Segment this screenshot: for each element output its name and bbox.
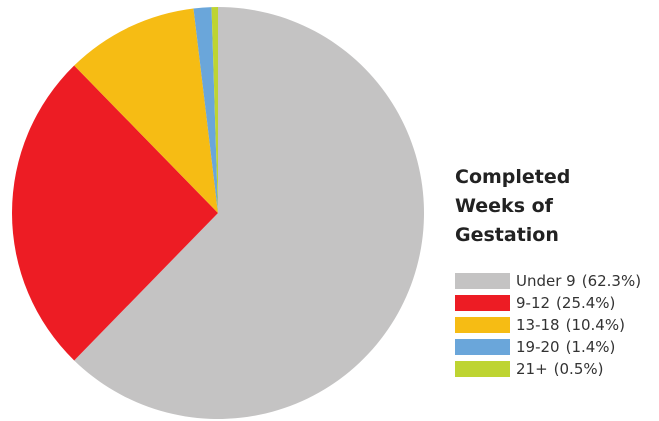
legend-swatch: [455, 339, 510, 355]
legend-label: 21+: [516, 360, 548, 378]
legend-label: 9-12: [516, 294, 551, 312]
legend-value: (1.4%): [565, 338, 616, 356]
legend-item: 9-12 (25.4%): [455, 292, 655, 314]
legend-items: Under 9 (62.3%) 9-12 (25.4%) 13-18 (10.4%) 19-…: [455, 270, 655, 380]
legend-label: 19-20: [516, 338, 560, 356]
legend-value: (62.3%): [581, 272, 642, 290]
legend-swatch: [455, 361, 510, 377]
legend-label: 13-18: [516, 316, 560, 334]
legend-label: Under 9: [516, 272, 576, 290]
legend-item: 13-18 (10.4%): [455, 314, 655, 336]
legend-item: 21+ (0.5%): [455, 358, 655, 380]
pie-slice: [74, 8, 219, 213]
legend-value: (25.4%): [556, 294, 616, 312]
legend-value: (0.5%): [553, 360, 604, 378]
legend-item: 19-20 (1.4%): [455, 336, 655, 358]
pie-slice: [193, 7, 218, 213]
legend-value: (10.4%): [565, 316, 625, 334]
pie-slice: [11, 65, 218, 361]
legend: Completed Weeks of Gestation Under 9 (62.…: [455, 163, 655, 380]
legend-item: Under 9 (62.3%): [455, 270, 655, 292]
legend-swatch: [455, 295, 510, 311]
legend-title: Completed Weeks of Gestation: [455, 166, 571, 246]
pie-slice: [211, 7, 218, 213]
legend-swatch: [455, 273, 510, 289]
legend-swatch: [455, 317, 510, 333]
pie-chart: [11, 7, 425, 419]
pie-slice: [74, 7, 425, 419]
